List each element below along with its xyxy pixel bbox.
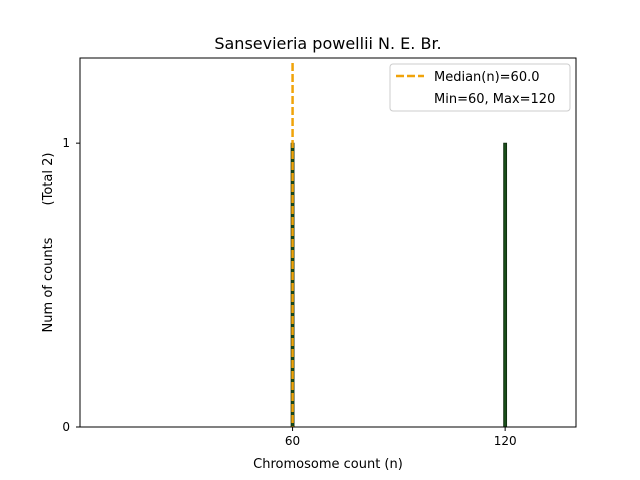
x-tick-label-120: 120 — [494, 434, 517, 448]
legend-range-label: Min=60, Max=120 — [434, 92, 555, 107]
x-tick-label-60: 60 — [285, 434, 300, 448]
legend: Median(n)=60.0 Min=60, Max=120 — [389, 63, 571, 112]
legend-box — [389, 63, 571, 112]
plot-frame — [79, 57, 577, 428]
y-axis-total-label: (Total 2) — [41, 153, 56, 206]
y-axis-label: Num of counts — [41, 237, 56, 332]
x-axis-label: Chromosome count (n) — [253, 457, 403, 472]
x-ticks-group: 60 120 — [285, 427, 517, 448]
chart-title: Sansevieria powellii N. E. Br. — [214, 34, 441, 53]
bar-120 — [503, 142, 508, 428]
legend-median-label: Median(n)=60.0 — [434, 70, 540, 85]
y-tick-label-1: 1 — [62, 136, 70, 150]
bars-group — [290, 142, 508, 428]
y-ticks-group: 01 — [62, 136, 80, 434]
y-tick-label-0: 0 — [62, 420, 70, 434]
